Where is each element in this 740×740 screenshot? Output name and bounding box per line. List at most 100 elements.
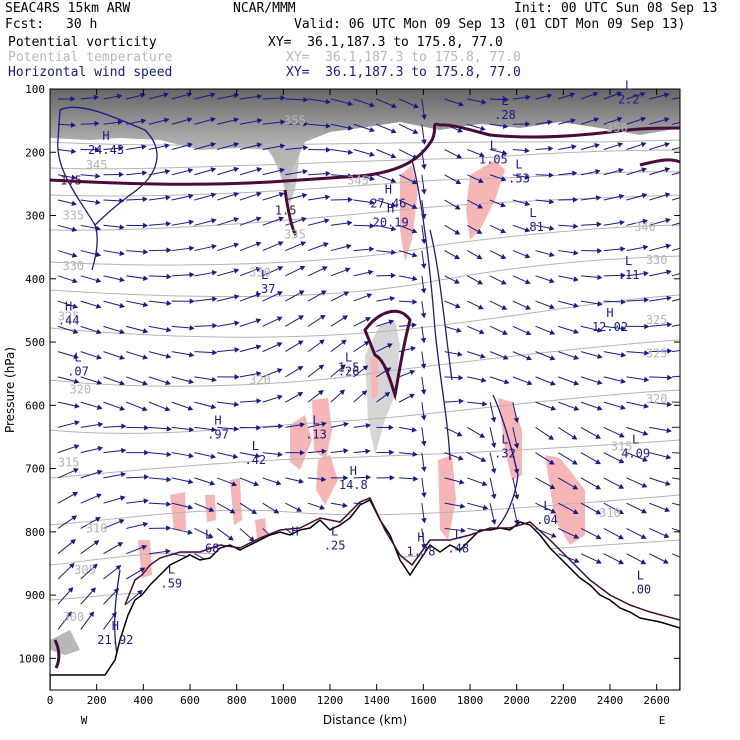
wind-arrowhead [524,253,531,259]
wind-arrowhead [476,228,483,234]
wind-arrowhead [481,480,488,487]
wind-arrowhead [513,494,520,500]
wind-arrowhead [280,95,286,101]
wind-arrowhead [96,379,103,385]
extremum-kind: L [637,569,644,583]
wind-vector [671,298,680,302]
wind-arrowhead [346,243,352,250]
wind-arrowhead [550,380,556,386]
wind-arrowhead [413,103,419,109]
wind-arrowhead [690,374,694,378]
wind-arrowhead [480,125,486,132]
wind-arrowhead [233,217,240,223]
terrain-surface-pv [124,497,680,621]
wind-arrowhead [234,347,240,353]
theta-labels: 355 350 345 345 335 340 335 330 330 330 325 325 325 3… [58,114,668,625]
wind-arrowhead [166,426,172,432]
wind-arrowhead [234,374,240,380]
wind-arrowhead [249,536,255,542]
wind-arrowhead [421,114,427,120]
legend-pv-name: Potential vorticity [8,35,157,50]
axes: 0 200 400 600 800 1000 1200 1400 1600 1800 2000 220… [19,83,680,707]
wind-arrowhead [421,492,427,498]
wind-arrowhead [502,329,508,335]
wind-arrowhead [455,179,462,185]
wind-arrowhead [666,295,672,302]
extremum-value: .00 [629,583,651,597]
wind-arrowhead [644,323,650,330]
wind-arrowhead [549,355,556,361]
wind-arrowhead [164,143,170,149]
x-tick-label: 1600 [410,694,437,707]
wind-arrowhead [548,434,555,440]
wind-arrowhead [70,539,76,545]
wind-arrowhead [595,195,602,201]
wind-arrowhead [94,120,100,127]
wind-arrowhead [665,243,672,249]
wind-arrowhead [90,587,96,593]
theta-label: 330 [62,259,84,273]
wind-arrowhead [390,225,397,232]
theta-label: 320 [646,392,668,406]
wind-arrowhead [688,532,692,536]
wind-arrowhead [524,279,531,285]
legend-pv-xy: XY= 36.1,187.3 to 175.8, 77.0 [268,35,503,50]
wind-arrowhead [481,99,487,105]
wind-arrowhead [572,196,578,203]
wind-arrowhead [347,196,353,203]
wind-arrowhead [212,322,218,329]
fcst-value: 30 h [66,17,98,32]
wind-arrowhead [421,518,427,524]
legend-theta-name: Potential temperature [8,50,173,65]
theta-label: 305 [74,563,96,577]
wind-arrowhead [388,319,395,325]
wind-arrowhead [569,92,576,98]
wind-arrowhead [594,143,600,149]
wind-arrowhead [596,405,603,411]
wind-arrowhead [369,102,375,108]
wind-arrowhead [255,241,262,247]
wind-arrowhead [323,242,329,248]
wind-arrowhead [121,447,127,454]
wind-arrowhead [595,509,602,515]
wind-vector [671,222,680,226]
wind-arrowhead [454,229,461,235]
wind-arrowhead [369,151,375,157]
wind-arrowhead [573,276,579,282]
wind-arrowhead [690,295,694,299]
extremum-kind: H [387,202,394,216]
pv-shading-strat [50,89,680,198]
wind-vector [671,452,680,454]
theta-label: 310 [86,522,108,536]
wind-arrowhead [279,143,286,149]
wind-arrowhead [211,243,217,250]
wind-arrowhead [573,223,579,229]
wind-speed-contours [57,106,519,661]
wind-arrowhead [689,218,693,222]
wind-arrowhead [209,480,216,486]
pv-label: 1.5 [275,203,297,217]
wind-arrowhead [69,563,75,569]
wind-arrowhead [664,167,671,173]
wind-arrowhead [299,449,305,456]
terrain-surface [50,498,680,690]
wind-arrowhead [573,405,580,411]
wind-arrowhead [365,474,372,481]
wind-arrowhead [412,451,418,457]
wind-arrowhead [320,290,327,296]
wind-arrowhead [255,318,262,324]
wind-arrowhead [597,274,603,281]
wind-arrowhead [210,453,217,460]
wind-arrowhead [347,100,354,107]
wind-arrowhead [143,222,149,229]
wind-arrowhead [524,147,530,154]
wind-arrowhead [189,325,195,331]
wind-arrowhead [321,476,327,482]
wind-arrowhead [72,328,79,334]
wind-arrowhead [500,202,506,208]
wind-arrowhead [256,371,262,377]
wind-arrowhead [188,378,194,385]
wind-arrowhead [141,144,147,150]
wind-arrowhead [164,169,171,175]
wind-arrowhead [456,327,462,333]
